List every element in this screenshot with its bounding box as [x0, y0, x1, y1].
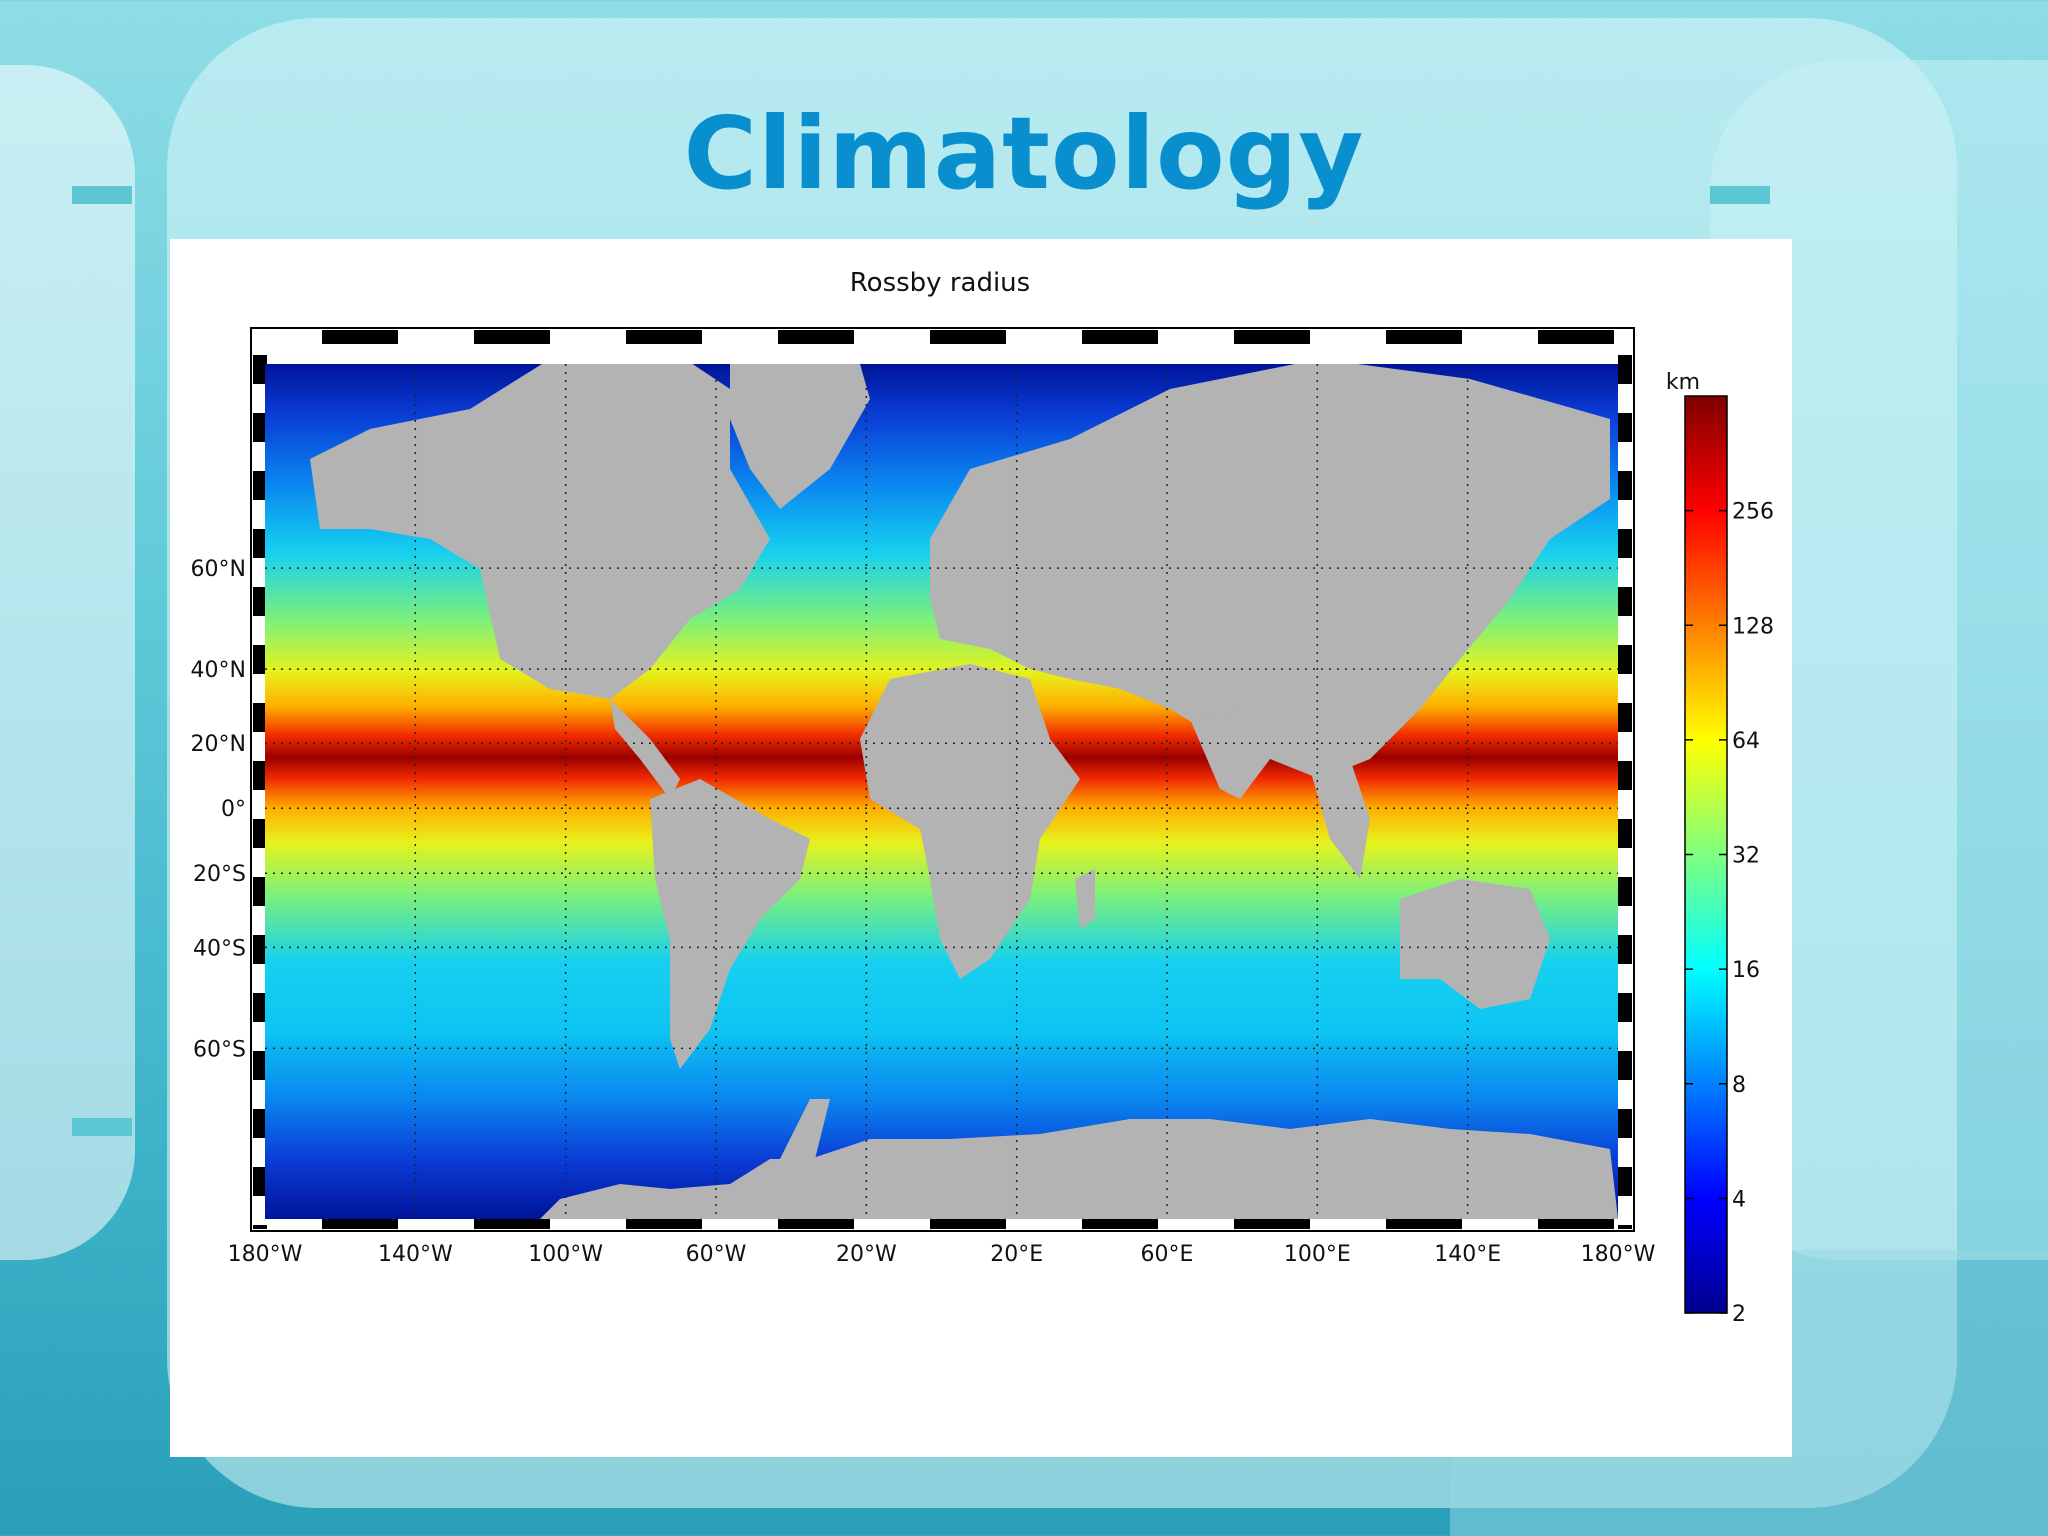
x-tick-label: 100°E — [1284, 1242, 1351, 1267]
x-tick-label: 140°E — [1434, 1242, 1501, 1267]
map-frame-right — [1618, 330, 1632, 1229]
landmass-madagascar — [1075, 869, 1095, 929]
y-tick-label: 20°N — [191, 732, 246, 757]
colorbar-unit: km — [1666, 370, 1700, 395]
y-tick-label: 0° — [221, 797, 246, 822]
x-tick-label: 180°W — [1581, 1242, 1656, 1267]
landmass-antarctica — [540, 1119, 1618, 1219]
figure-panel: Rossby radius 180°W 140°W — [170, 239, 1792, 1457]
map-field — [265, 364, 1618, 1219]
colorbar-tick-label: 16 — [1732, 958, 1760, 983]
landmass-se-asia — [1310, 759, 1370, 879]
x-tick-label: 100°W — [528, 1242, 603, 1267]
landmass-antarctic-peninsula — [780, 1099, 830, 1159]
landmass-eurasia — [930, 364, 1610, 779]
x-tick-label: 140°W — [378, 1242, 453, 1267]
landmass-north-america — [310, 364, 770, 699]
y-axis-ticks: 60°N 40°N 20°N 0° 20°S 40°S 60°S — [191, 557, 246, 1062]
gridlines — [265, 364, 1618, 1219]
decor-bar — [72, 1118, 132, 1136]
colorbar-tick-label: 4 — [1732, 1187, 1746, 1212]
landmass-australia — [1400, 879, 1550, 1009]
x-tick-label: 180°W — [228, 1242, 303, 1267]
landmass-greenland — [730, 364, 870, 509]
colorbar-tick-label: 2 — [1732, 1302, 1746, 1327]
colorbar-tick-label: 8 — [1732, 1073, 1746, 1098]
x-tick-label: 60°W — [686, 1242, 747, 1267]
colorbar-ticks: 256 128 64 32 16 8 4 2 — [1685, 500, 1774, 1327]
colorbar-tick-label: 256 — [1732, 500, 1774, 525]
landmass-central-america — [610, 699, 680, 799]
y-tick-label: 60°S — [193, 1037, 246, 1062]
landmass-india — [1190, 709, 1270, 799]
chart-title: Rossby radius — [850, 268, 1030, 298]
decor-bar — [72, 186, 132, 204]
decor-bar — [1710, 186, 1770, 204]
x-axis-ticks: 180°W 140°W 100°W 60°W 20°W 20°E 60°E 100°E 140°… — [228, 1242, 1656, 1267]
y-tick-label: 40°S — [193, 936, 246, 961]
map-frame-left — [253, 330, 267, 1229]
y-tick-label: 60°N — [191, 557, 246, 582]
landmass-south-america — [650, 779, 810, 1069]
rossby-radius-map: Rossby radius 180°W 140°W — [191, 268, 1774, 1327]
x-tick-label: 20°W — [836, 1242, 897, 1267]
slide-title: Climatology — [683, 95, 1365, 212]
colorbar-tick-label: 64 — [1732, 729, 1760, 754]
decor-left-panel — [0, 65, 135, 1260]
y-tick-label: 40°N — [191, 658, 246, 683]
colorbar-tick-label: 32 — [1732, 844, 1760, 869]
x-tick-label: 60°E — [1141, 1242, 1194, 1267]
x-tick-label: 20°E — [990, 1242, 1043, 1267]
colorbar-tick-label: 128 — [1732, 614, 1774, 639]
map-frame-top — [253, 330, 1632, 344]
y-tick-label: 20°S — [193, 862, 246, 887]
